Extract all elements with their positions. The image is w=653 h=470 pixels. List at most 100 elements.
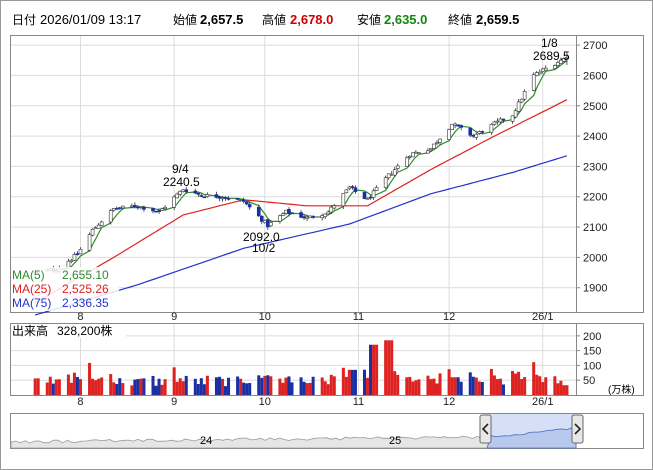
candle-body bbox=[120, 205, 125, 209]
volume-bar bbox=[75, 376, 79, 395]
volume-bar bbox=[350, 369, 354, 395]
candle-body bbox=[489, 124, 494, 133]
candle-body bbox=[157, 210, 161, 212]
volume-bar bbox=[242, 382, 246, 395]
volume-bar bbox=[450, 377, 454, 395]
candle-body bbox=[332, 205, 337, 209]
right-handle-body[interactable] bbox=[571, 414, 584, 444]
volume-date-labels: 8 9 10 11 12 26/1 bbox=[77, 396, 553, 408]
navigator[interactable]: 24 25 bbox=[10, 413, 644, 449]
volume-bar bbox=[387, 340, 391, 395]
price-grid bbox=[11, 36, 576, 312]
volume-bar bbox=[480, 382, 484, 395]
volume-bar bbox=[100, 377, 104, 395]
volume-bar bbox=[160, 384, 164, 395]
candle-body bbox=[108, 210, 113, 223]
volume-bar bbox=[205, 375, 209, 395]
volume-bar bbox=[172, 367, 176, 395]
datetime-value: 2026/01/09 13:17 bbox=[40, 12, 141, 27]
volume-bar bbox=[514, 373, 518, 395]
volume-bar bbox=[69, 382, 73, 395]
date-tick-label: 10 bbox=[259, 311, 271, 323]
candle-body bbox=[474, 133, 479, 138]
candle-body bbox=[477, 131, 482, 134]
volume-bar bbox=[281, 382, 285, 395]
volume-bar bbox=[347, 369, 351, 395]
candle-body bbox=[184, 189, 189, 193]
candle-body bbox=[284, 209, 288, 214]
volume-bar bbox=[495, 379, 499, 395]
volume-bar bbox=[118, 378, 122, 395]
volume-bar bbox=[332, 376, 336, 395]
volume-bar bbox=[532, 362, 536, 395]
volume-bar bbox=[471, 376, 475, 395]
candle-body bbox=[111, 208, 116, 211]
volume-bar bbox=[220, 378, 225, 395]
candle-body bbox=[133, 204, 137, 208]
price-tick-label: 2100 bbox=[583, 222, 607, 234]
date-tick-label: 12 bbox=[443, 396, 455, 408]
volume-bar bbox=[290, 382, 294, 395]
candle-body bbox=[235, 198, 240, 200]
candle-body bbox=[374, 187, 379, 191]
candle-body bbox=[516, 101, 521, 112]
candle-body bbox=[151, 208, 155, 212]
candle-body bbox=[362, 191, 367, 199]
volume-bar bbox=[57, 379, 61, 395]
candle-body bbox=[178, 190, 183, 195]
candle-body bbox=[262, 220, 267, 223]
candle-body bbox=[269, 222, 273, 227]
volume-bar bbox=[97, 378, 101, 395]
volume-bar bbox=[196, 384, 200, 395]
candle-body bbox=[435, 142, 439, 144]
left-handle-body[interactable] bbox=[479, 414, 492, 444]
candle-body bbox=[537, 71, 542, 75]
candle-body bbox=[290, 212, 294, 215]
candle-body bbox=[217, 196, 222, 199]
volume-bar bbox=[139, 378, 143, 395]
date-label: 日付 bbox=[12, 13, 36, 27]
candle-body bbox=[202, 196, 207, 199]
candle-body bbox=[259, 215, 264, 222]
volume-bar bbox=[142, 378, 146, 395]
volume-bar bbox=[48, 376, 52, 395]
navigator-left-handle[interactable] bbox=[479, 414, 492, 444]
candle-body bbox=[308, 215, 312, 219]
volume-bar bbox=[236, 376, 240, 395]
volume-bar bbox=[459, 381, 463, 395]
volume-bar bbox=[133, 379, 137, 395]
candle-body bbox=[468, 128, 473, 136]
candle-body bbox=[414, 151, 418, 154]
volume-bar bbox=[260, 377, 264, 395]
candle-body bbox=[117, 207, 122, 209]
volume-label: 出来高 bbox=[12, 323, 48, 338]
candle-body bbox=[513, 110, 518, 118]
volume-bar bbox=[477, 381, 481, 395]
volume-label-background bbox=[11, 324, 126, 338]
volume-bar bbox=[305, 383, 309, 395]
close-value: 2,659.5 bbox=[476, 12, 519, 27]
volume-bar bbox=[390, 340, 394, 395]
candle-body bbox=[411, 152, 415, 158]
volume-bar bbox=[157, 378, 161, 395]
navigator-right-handle[interactable] bbox=[571, 414, 584, 444]
candle-body bbox=[320, 215, 325, 219]
candle-body bbox=[531, 74, 536, 91]
legend-label: MA(5) bbox=[12, 268, 45, 282]
volume-bar bbox=[245, 383, 249, 395]
volume-bars bbox=[33, 340, 569, 395]
low-value: 2,635.0 bbox=[384, 12, 427, 27]
volume-bar bbox=[559, 380, 563, 395]
low-label: 安値 bbox=[357, 12, 381, 27]
candle-body bbox=[326, 211, 331, 215]
volume-bar bbox=[78, 379, 83, 395]
volume-bar bbox=[535, 374, 539, 395]
volume-unit: (万株) bbox=[608, 383, 635, 396]
candle-body bbox=[78, 249, 83, 255]
high-value: 2,678.0 bbox=[290, 12, 333, 27]
volume-bar bbox=[136, 379, 140, 395]
price-tick-label: 2600 bbox=[583, 70, 607, 82]
candle-body bbox=[75, 253, 80, 255]
volume-bar bbox=[45, 382, 49, 395]
candle-body bbox=[247, 204, 252, 208]
